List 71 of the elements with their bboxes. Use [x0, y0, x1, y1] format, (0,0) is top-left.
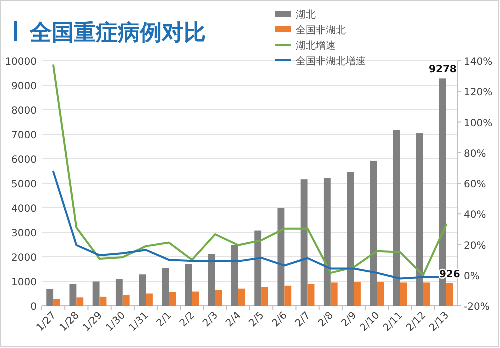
y-tick-label: 7000 [12, 130, 37, 142]
y2-tick-label: 20% [464, 240, 486, 252]
bar [377, 282, 384, 306]
bar [146, 294, 153, 306]
bar [215, 290, 222, 306]
y2-tick-label: 100% [464, 118, 493, 130]
x-tick-label: 2/8 [316, 310, 336, 330]
bar [400, 282, 408, 306]
bar [208, 254, 216, 306]
x-tick-label: 2/9 [340, 310, 360, 330]
bar [416, 134, 424, 306]
bar [232, 245, 238, 306]
y-tick-label: 3000 [12, 228, 37, 240]
y2-tick-label: 40% [464, 210, 486, 222]
y2-tick-label: 140% [464, 57, 493, 68]
bar [446, 283, 454, 306]
bar [300, 180, 308, 306]
y2-tick-label: 60% [464, 180, 486, 190]
bar [284, 286, 292, 306]
x-tick-label: 2/2 [178, 310, 198, 330]
bar [70, 284, 77, 306]
y2-tick-label: 0% [464, 271, 480, 282]
bar [100, 296, 107, 306]
data-label: 9278 [429, 64, 457, 76]
y-tick-label: 1000 [12, 278, 37, 288]
legend-label: 湖北增速 [296, 40, 336, 52]
x-tick-label: 2/7 [294, 310, 313, 330]
bar [330, 282, 338, 306]
bar [370, 160, 378, 306]
bar [122, 295, 130, 306]
y-tick-label: 5000 [12, 180, 37, 190]
bar [54, 299, 60, 306]
y-tick-label: 8000 [12, 106, 37, 117]
bar [308, 284, 315, 306]
bar [185, 264, 192, 306]
bar [347, 172, 354, 306]
bar [278, 208, 285, 306]
bar [116, 279, 123, 306]
bar [354, 282, 361, 306]
legend-label: 全国非湖北 [296, 24, 346, 36]
bar [169, 292, 176, 306]
y2-tick-label: -20% [464, 302, 490, 313]
bar [393, 130, 400, 306]
bar [162, 268, 170, 306]
y-tick-label: 0 [30, 302, 37, 313]
y-tick-label: 10000 [5, 57, 37, 68]
y-tick-label: 9000 [12, 82, 37, 92]
bar [324, 178, 331, 306]
bar [238, 288, 246, 306]
x-tick-label: 2/6 [270, 310, 290, 330]
x-tick-label: 2/4 [224, 310, 244, 330]
bar [76, 298, 84, 306]
bar [139, 274, 146, 306]
y-tick-label: 6000 [12, 155, 37, 166]
x-tick-label: 2/1 [155, 310, 174, 330]
legend-label: 全国非湖北增速 [296, 56, 366, 68]
bar [262, 287, 268, 306]
y-tick-label: 2000 [12, 253, 37, 264]
x-tick-label: 2/3 [201, 310, 220, 330]
bar [254, 230, 262, 306]
y2-tick-label: 80% [464, 148, 486, 160]
bar [192, 292, 200, 306]
bar [92, 282, 100, 306]
bar [46, 289, 54, 306]
y-tick-label: 4000 [12, 204, 37, 215]
chart-title: 全国重症病例对比 [29, 21, 206, 46]
x-tick-label: 2/5 [248, 310, 267, 330]
bar [423, 282, 430, 306]
data-label: 926 [439, 269, 460, 280]
y2-tick-label: 120% [464, 88, 493, 99]
legend-label: 湖北 [296, 9, 316, 21]
